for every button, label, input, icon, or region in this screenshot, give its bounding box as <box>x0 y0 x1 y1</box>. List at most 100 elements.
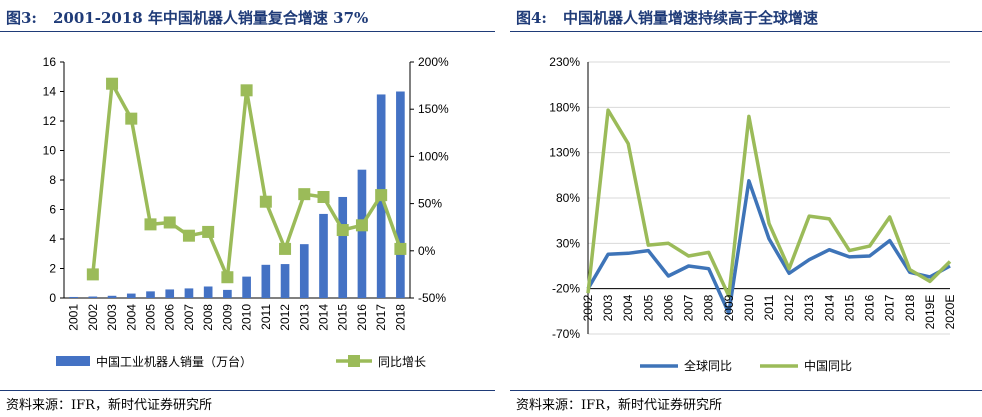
right-chart-title: 图4: 中国机器人销量增速持续高于全球增速 <box>516 4 976 30</box>
y-tick-label: 130% <box>549 146 580 160</box>
x-tick-label: 2013 <box>802 294 816 321</box>
point-yoy-growth <box>202 225 215 238</box>
bar-sales <box>261 264 271 298</box>
point-yoy-growth <box>298 188 311 201</box>
x-tick-label: 2007 <box>182 304 196 331</box>
bar-sales <box>319 213 328 298</box>
bar-sales <box>396 91 405 298</box>
right-y-tick-label: -50% <box>418 291 446 305</box>
bar-sales <box>242 276 251 298</box>
x-tick-label: 2009 <box>722 294 736 321</box>
left-chart-svg: 0 2 4 6 8 10 12 14 16 -50% 0% 50% 100% 150% 200% 2001 20… <box>43 55 449 369</box>
x-tick-label: 2005 <box>144 304 158 331</box>
left-source-rule <box>0 390 495 391</box>
right-panel: 图4: 中国机器人销量增速持续高于全球增速 -70% -20% 30% 80% 130%… <box>510 0 982 417</box>
point-yoy-growth <box>106 77 119 90</box>
x-tick-label: 2019E <box>923 295 937 330</box>
point-yoy-growth <box>182 229 195 242</box>
x-tick-label: 2003 <box>105 304 119 331</box>
legend-global-label: 全球同比 <box>684 358 732 373</box>
legend-line-label: 同比增长 <box>378 355 426 369</box>
x-tick-label: 2015 <box>842 294 856 321</box>
point-yoy-growth <box>355 219 368 232</box>
point-yoy-growth <box>125 112 138 125</box>
right-title-rule <box>510 31 982 32</box>
bar-sales <box>88 296 98 298</box>
x-tick-label: 2001 <box>67 304 81 331</box>
left-y-tick-label: 6 <box>49 203 56 217</box>
y-tick-label: 180% <box>549 100 580 114</box>
bar-sales <box>107 295 117 298</box>
right-y-tick-label: 0% <box>418 244 436 258</box>
point-yoy-growth <box>259 195 272 208</box>
left-legend: 中国工业机器人销量（万台） 同比增长 <box>56 354 426 369</box>
bar-sales <box>338 196 348 298</box>
bar-sales <box>299 244 309 298</box>
x-tick-label: 2002 <box>86 304 100 331</box>
right-y-tick-label: 150% <box>418 102 449 116</box>
x-tick-label: 2018 <box>393 304 407 331</box>
x-tick-label: 2006 <box>661 294 675 321</box>
right-chart-svg: -70% -20% 30% 80% 130% 180% 230% 2002 2003 2004 20… <box>549 55 957 373</box>
bar-sales <box>280 264 290 298</box>
legend-bar-swatch <box>56 356 90 366</box>
x-tick-label: 2004 <box>124 304 138 331</box>
left-title-rule <box>0 31 495 32</box>
left-chart-title: 图3: 2001-2018 年中国机器人销量复合增速 37% <box>6 4 489 30</box>
x-tick-label: 2017 <box>883 294 897 321</box>
x-tick-label: 2010 <box>742 294 756 321</box>
point-yoy-growth <box>221 271 234 284</box>
point-yoy-growth <box>394 242 407 255</box>
bar-sales <box>165 289 175 298</box>
x-tick-label: 2014 <box>822 294 836 321</box>
right-legend: 全球同比 中国同比 <box>640 358 852 373</box>
legend-line-marker <box>348 355 360 367</box>
x-tick-label: 2009 <box>220 304 234 331</box>
x-tick-label: 2018 <box>903 294 917 321</box>
left-y-tick-label: 16 <box>43 55 57 69</box>
x-tick-label: 2011 <box>762 294 776 320</box>
point-yoy-growth <box>336 224 349 237</box>
right-figure-number: 图4: <box>516 8 547 27</box>
y-tick-label: 30% <box>556 236 580 250</box>
bar-sales <box>203 286 213 298</box>
point-yoy-growth <box>375 189 388 202</box>
x-tick-label: 2008 <box>201 304 215 331</box>
left-y-tick-label: 10 <box>43 144 57 158</box>
x-tick-label: 2017 <box>374 304 388 331</box>
bar-sales <box>184 288 194 298</box>
x-tick-label: 2008 <box>702 294 716 321</box>
y-tick-label: 80% <box>556 191 580 205</box>
line-global-yoy <box>586 179 951 315</box>
x-tick-label: 2010 <box>240 304 254 331</box>
y-tick-label: 230% <box>549 55 580 69</box>
x-tick-label: 2020E <box>943 295 957 330</box>
left-panel: 图3: 2001-2018 年中国机器人销量复合增速 37% 0 2 4 6 8 10 12… <box>0 4 495 413</box>
point-yoy-growth <box>163 216 176 229</box>
x-tick-label: 2011 <box>259 304 273 330</box>
legend-bar-label: 中国工业机器人销量（万台） <box>96 354 252 369</box>
right-y-tick-label: 50% <box>418 197 442 211</box>
x-tick-label: 2016 <box>355 304 369 331</box>
x-tick-label: 2006 <box>163 304 177 331</box>
right-title-text: 中国机器人销量增速持续高于全球增速 <box>562 8 818 27</box>
legend-china-label: 中国同比 <box>804 358 852 373</box>
left-source: 资料来源：IFR，新时代证券研究所 <box>6 398 212 413</box>
x-tick-label: 2013 <box>297 304 311 331</box>
bar-sales <box>223 289 232 298</box>
bar-sales <box>69 296 78 298</box>
x-tick-label: 2016 <box>863 294 877 321</box>
x-tick-label: 2004 <box>621 294 635 321</box>
x-tick-label: 2005 <box>641 294 655 321</box>
x-tick-label: 2003 <box>601 294 615 321</box>
left-y-tick-label: 2 <box>49 262 56 276</box>
x-tick-label: 2007 <box>682 294 696 321</box>
left-y-tick-label: 12 <box>43 114 57 128</box>
x-tick-label: 2012 <box>782 294 796 321</box>
right-source: 资料来源：IFR，新时代证券研究所 <box>516 398 722 413</box>
line-china-yoy <box>586 108 952 298</box>
left-figure-number: 图3: <box>6 8 37 27</box>
left-title-text: 2001-2018 年中国机器人销量复合增速 37% <box>52 8 369 27</box>
right-y-tick-label: 200% <box>418 55 449 69</box>
point-yoy-growth <box>279 242 292 255</box>
